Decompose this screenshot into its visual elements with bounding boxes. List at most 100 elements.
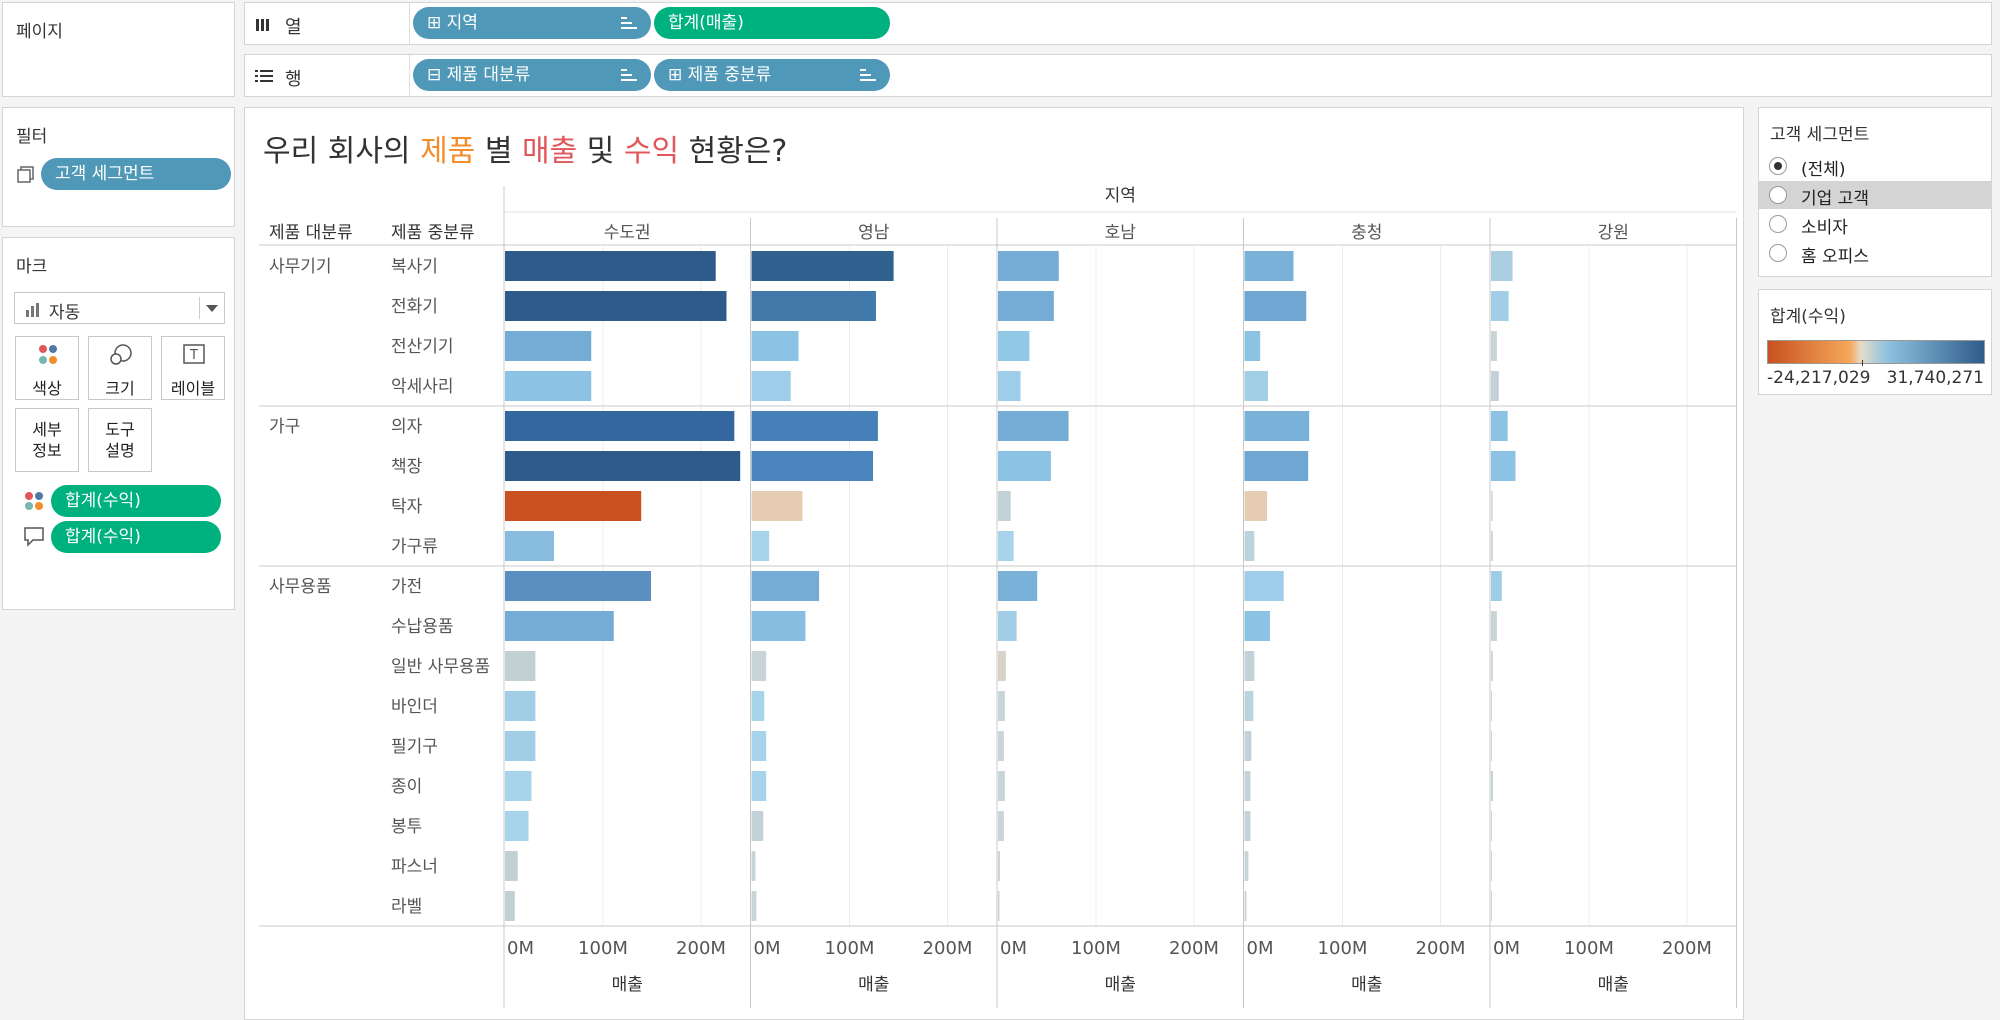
tooltip-button[interactable]: 도구 설명 [88, 408, 152, 472]
bar [998, 691, 1005, 721]
pill-region-text: ⊞ 지역 [427, 13, 478, 33]
region-header: 충청 [1351, 223, 1382, 243]
bar [998, 531, 1014, 561]
filter-pill-customer-segment[interactable]: 고객 세그먼트 [41, 158, 231, 190]
segment-option-corporate[interactable]: 기업 고객 [1759, 181, 1991, 209]
subcategory-label: 탁자 [391, 497, 423, 517]
pill-sum-sales-text: 합계(매출) [668, 13, 744, 33]
subcategory-label: 봉투 [391, 817, 422, 837]
bar [1491, 651, 1493, 681]
label-button[interactable]: T 레이블 [161, 336, 225, 400]
row-header-category: 제품 대분류 [269, 223, 353, 243]
column-header-title: 지역 [1105, 186, 1136, 206]
bar [1491, 451, 1516, 481]
pill-product-category[interactable]: ⊟ 제품 대분류 [413, 59, 651, 91]
svg-text:T: T [189, 348, 198, 363]
columns-icon [255, 16, 271, 32]
bar [998, 411, 1069, 441]
bar [751, 731, 767, 761]
radio-consumer[interactable] [1769, 215, 1787, 233]
bar [1244, 891, 1247, 921]
segment-filter-title: 고객 세그먼트 [1770, 125, 1870, 145]
columns-shelf[interactable]: 열 ⊞ 지역 합계(매출) [244, 2, 1992, 45]
segment-option-all[interactable]: (전체) [1759, 152, 1991, 180]
size-button[interactable]: 크기 [88, 336, 152, 400]
bar [505, 611, 614, 641]
dropdown-divider [199, 297, 200, 319]
segment-filter-card[interactable]: 고객 세그먼트 (전체) 기업 고객 소비자 홈 오피스 [1758, 107, 1992, 277]
size-button-label: 크기 [105, 379, 135, 398]
x-axis-title: 매출 [1105, 975, 1136, 995]
bar [1244, 811, 1251, 841]
radio-all[interactable] [1769, 157, 1787, 175]
segment-option-all-label: (전체) [1801, 160, 1846, 180]
chevron-down-icon [206, 305, 218, 312]
x-tick-label: 200M [923, 938, 973, 959]
x-tick-label: 0M [1247, 938, 1274, 959]
marks-tooltip-field-pill[interactable]: 합계(수익) [51, 521, 221, 553]
bar [505, 531, 554, 561]
shelf-divider [409, 3, 410, 44]
bar [998, 251, 1059, 281]
category-label: 사무용품 [269, 577, 332, 597]
color-legend-gradient [1767, 340, 1985, 364]
pages-panel[interactable]: 페이지 [2, 2, 235, 97]
radio-home-office[interactable] [1769, 244, 1787, 262]
segment-option-consumer[interactable]: 소비자 [1759, 210, 1991, 238]
detail-button[interactable]: 세부 정보 [15, 408, 79, 472]
subcategory-label: 바인더 [391, 697, 438, 717]
mark-type-dropdown[interactable]: 자동 [14, 292, 225, 324]
bar [1491, 611, 1497, 641]
subcategory-label: 전산기기 [391, 337, 454, 357]
rows-shelf[interactable]: 행 ⊟ 제품 대분류 ⊞ 제품 중분류 [244, 54, 1992, 97]
viz-area[interactable]: 우리 회사의 제품 별 매출 및 수익 현황은? 지역 제품 대분류 제품 중분류 수… [244, 107, 1744, 1020]
color-button[interactable]: 색상 [15, 336, 79, 400]
subcategory-label: 필기구 [391, 737, 438, 757]
marks-color-field-text: 합계(수익) [65, 491, 141, 511]
title-part-product: 제품 [420, 134, 476, 169]
x-tick-label: 0M [754, 938, 781, 959]
bar [751, 571, 820, 601]
pill-region[interactable]: ⊞ 지역 [413, 7, 651, 39]
bar [751, 891, 757, 921]
title-part-sales: 매출 [521, 134, 578, 169]
bar [1244, 731, 1252, 761]
tooltip-icon [23, 525, 45, 547]
marks-color-field-pill[interactable]: 합계(수익) [51, 485, 221, 517]
radio-corporate[interactable] [1769, 186, 1787, 204]
bar [998, 811, 1004, 841]
row-header-subcategory: 제품 중분류 [391, 223, 475, 243]
bar [505, 491, 642, 521]
bar [998, 451, 1051, 481]
rows-shelf-label: 행 [285, 69, 302, 90]
subcategory-label: 책장 [391, 457, 423, 477]
title-part-1: 우리 회사의 [263, 134, 421, 169]
pill-product-subcategory-text: ⊞ 제품 중분류 [668, 65, 772, 85]
bar [1491, 691, 1492, 721]
subcategory-label: 의자 [391, 417, 423, 437]
bar [1491, 411, 1508, 441]
bar [1491, 811, 1492, 841]
color-legend-card[interactable]: 합계(수익) -24,217,029 31,740,271 [1758, 289, 1992, 395]
x-tick-label: 0M [1493, 938, 1520, 959]
bar [1244, 491, 1268, 521]
bar [1491, 251, 1513, 281]
pill-sum-sales[interactable]: 합계(매출) [654, 7, 890, 39]
filters-panel[interactable]: 필터 고객 세그먼트 [2, 107, 235, 227]
mark-type-value: 자동 [49, 303, 81, 323]
bar [751, 531, 770, 561]
color-button-label: 색상 [32, 379, 62, 398]
bar [1244, 451, 1309, 481]
subcategory-label: 종이 [391, 777, 422, 797]
marks-panel[interactable]: 마크 자동 색상 크기 T 레이블 세부 정보 도구 설명 합계(수익) 합계(… [2, 237, 235, 610]
title-part-3: 별 [475, 134, 522, 169]
segment-option-home-office[interactable]: 홈 오피스 [1759, 239, 1991, 267]
shelf-divider [409, 55, 410, 96]
bar [1491, 571, 1502, 601]
pill-product-subcategory[interactable]: ⊞ 제품 중분류 [654, 59, 890, 91]
bar [505, 851, 518, 881]
bar [998, 771, 1005, 801]
bar [751, 451, 874, 481]
x-tick-label: 0M [507, 938, 534, 959]
